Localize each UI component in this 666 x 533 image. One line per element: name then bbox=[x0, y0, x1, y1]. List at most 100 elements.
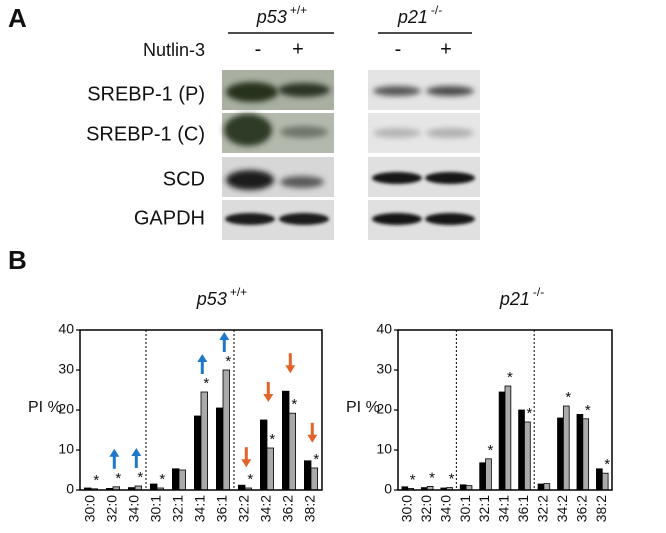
bar bbox=[171, 468, 180, 491]
x-tick-label: 32:2 bbox=[236, 495, 252, 522]
x-tick-label: 36:1 bbox=[515, 495, 531, 522]
significance-label: * bbox=[565, 389, 571, 406]
gene: p21 bbox=[499, 289, 530, 309]
gene: p21 bbox=[397, 7, 428, 27]
significance-label: * bbox=[429, 469, 435, 486]
bar bbox=[149, 483, 158, 491]
significance-label: * bbox=[159, 471, 165, 488]
chart-title: p53 +/+ bbox=[196, 285, 247, 309]
bar bbox=[596, 468, 603, 491]
change-arrow bbox=[263, 382, 274, 402]
change-arrow bbox=[285, 353, 296, 374]
bar bbox=[562, 405, 570, 491]
blot-right bbox=[368, 70, 480, 240]
x-tick-label: 34:1 bbox=[496, 495, 512, 522]
significance-label: * bbox=[604, 456, 610, 473]
arrow-head bbox=[241, 459, 252, 468]
significance-label: * bbox=[225, 353, 231, 370]
lane-label: - bbox=[255, 38, 262, 60]
y-tick-label: 40 bbox=[58, 321, 74, 337]
x-tick-label: 30:1 bbox=[457, 495, 473, 522]
bar bbox=[288, 412, 296, 491]
bar bbox=[266, 447, 274, 491]
group-header: p53 +/+ bbox=[256, 3, 307, 27]
bar bbox=[215, 407, 224, 491]
bar bbox=[222, 369, 230, 491]
significance-label: * bbox=[247, 471, 253, 488]
bar bbox=[281, 390, 290, 491]
genotype: -/- bbox=[533, 285, 544, 299]
significance-label: * bbox=[507, 369, 513, 386]
lane-label: + bbox=[292, 38, 304, 60]
chart-title: p21 -/- bbox=[499, 285, 544, 309]
arrow-head bbox=[109, 448, 120, 457]
y-tick-label: 40 bbox=[376, 321, 392, 337]
y-tick-label: 0 bbox=[384, 481, 392, 497]
treatment-label: Nutlin-3 bbox=[143, 40, 205, 60]
x-tick-label: 34:0 bbox=[437, 495, 453, 522]
x-tick-label: 34:0 bbox=[126, 495, 142, 522]
bar bbox=[518, 409, 525, 491]
x-tick-label: 30:1 bbox=[148, 495, 164, 522]
y-tick-label: 10 bbox=[58, 441, 74, 457]
y-tick-label: 30 bbox=[58, 361, 74, 377]
y-tick-label: 20 bbox=[58, 401, 74, 417]
arrow-head bbox=[219, 332, 230, 340]
arrow-head bbox=[285, 365, 296, 374]
x-tick-label: 30:0 bbox=[398, 495, 414, 522]
change-arrow bbox=[219, 332, 230, 352]
gene: p53 bbox=[256, 7, 287, 27]
y-tick-label: 0 bbox=[66, 481, 74, 497]
bar bbox=[303, 460, 312, 491]
x-tick-label: 38:2 bbox=[593, 495, 609, 522]
row-label: SCD bbox=[163, 168, 205, 190]
row-label: GAPDH bbox=[134, 207, 205, 229]
significance-label: * bbox=[585, 402, 591, 419]
genotype: -/- bbox=[431, 3, 442, 17]
bar bbox=[601, 472, 609, 491]
significance-label: * bbox=[93, 472, 99, 489]
change-arrow bbox=[307, 422, 318, 443]
significance-label: * bbox=[269, 431, 275, 448]
significance-label: * bbox=[313, 451, 319, 468]
bar bbox=[259, 419, 268, 491]
significance-label: * bbox=[449, 471, 455, 488]
bar bbox=[485, 458, 492, 491]
x-tick-label: 36:2 bbox=[574, 495, 590, 522]
lane-label: - bbox=[395, 38, 402, 60]
lane-label: + bbox=[440, 38, 452, 60]
arrow-head bbox=[131, 448, 142, 456]
arrow-head bbox=[307, 434, 318, 443]
bar bbox=[504, 385, 512, 491]
bar bbox=[310, 467, 318, 491]
significance-label: * bbox=[291, 396, 297, 413]
x-tick-label: 36:1 bbox=[214, 495, 230, 522]
change-arrow bbox=[241, 447, 252, 468]
x-tick-label: 38:2 bbox=[302, 495, 318, 522]
bar bbox=[178, 469, 186, 491]
panel-label: A bbox=[8, 3, 27, 33]
group-header: p21 -/- bbox=[397, 3, 442, 27]
bar bbox=[576, 413, 584, 491]
x-tick-label: 34:2 bbox=[554, 495, 570, 522]
blot-left bbox=[222, 70, 334, 240]
y-axis-label: PI % bbox=[28, 399, 62, 416]
panel-label: B bbox=[8, 245, 27, 275]
x-tick-label: 34:1 bbox=[192, 495, 208, 522]
row-label: SREBP-1 (P) bbox=[87, 83, 205, 105]
bar bbox=[543, 483, 551, 491]
bar bbox=[459, 484, 467, 491]
genotype: +/+ bbox=[230, 285, 247, 299]
gene: p53 bbox=[196, 289, 227, 309]
significance-label: * bbox=[115, 470, 121, 487]
bar bbox=[524, 421, 531, 491]
arrow-head bbox=[197, 354, 208, 362]
significance-label: * bbox=[203, 375, 209, 392]
genotype: +/+ bbox=[290, 3, 307, 17]
change-arrow bbox=[197, 354, 208, 374]
x-tick-label: 32:0 bbox=[418, 495, 434, 522]
change-arrow bbox=[131, 448, 142, 468]
y-tick-label: 20 bbox=[376, 401, 392, 417]
bar bbox=[200, 391, 208, 491]
